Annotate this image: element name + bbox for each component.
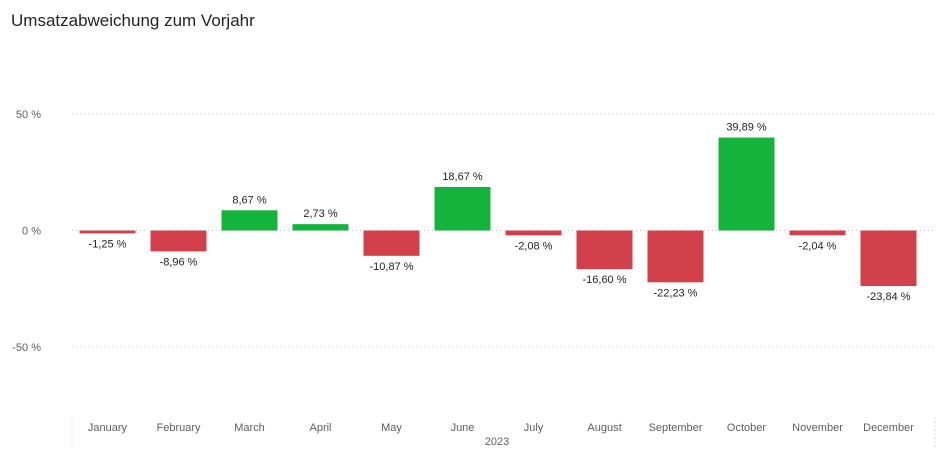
bar-january bbox=[79, 230, 136, 234]
x-tick-label-july: July bbox=[524, 422, 544, 434]
data-label-may: -10,87 % bbox=[369, 261, 413, 273]
data-label-march: 8,67 % bbox=[232, 194, 266, 206]
data-label-august: -16,60 % bbox=[582, 274, 626, 286]
bar-october bbox=[718, 137, 775, 231]
bar-february bbox=[150, 230, 207, 252]
x-tick-label-april: April bbox=[309, 422, 331, 434]
bar-november bbox=[789, 230, 846, 236]
bar-june bbox=[434, 186, 491, 231]
x-tick-label-november: November bbox=[792, 422, 843, 434]
data-label-december: -23,84 % bbox=[866, 291, 910, 303]
data-label-april: 2,73 % bbox=[303, 208, 337, 220]
bar-august bbox=[576, 230, 633, 270]
y-axis: 50 % 0 % -50 % bbox=[12, 109, 41, 354]
bars bbox=[79, 137, 917, 287]
x-tick-label-february: February bbox=[156, 422, 201, 434]
data-label-february: -8,96 % bbox=[160, 256, 198, 268]
x-tick-label-october: October bbox=[727, 422, 766, 434]
data-label-october: 39,89 % bbox=[726, 122, 767, 134]
x-group-label: 2023 bbox=[485, 436, 509, 448]
x-axis: January February March April May June July Augu… bbox=[71, 418, 936, 448]
x-tick-label-december: December bbox=[863, 422, 914, 434]
x-tick-label-june: June bbox=[451, 422, 475, 434]
x-tick-label-march: March bbox=[234, 422, 265, 434]
data-label-january: -1,25 % bbox=[89, 238, 127, 250]
y-tick-label: 50 % bbox=[16, 109, 41, 121]
chart-title: Umsatzabweichung zum Vorjahr bbox=[11, 11, 255, 30]
bar-april bbox=[292, 224, 349, 231]
bar-july bbox=[505, 230, 562, 236]
x-tick-label-september: September bbox=[649, 422, 703, 434]
y-tick-label: -50 % bbox=[12, 342, 41, 354]
bar-may bbox=[363, 230, 420, 256]
x-tick-label-january: January bbox=[88, 422, 128, 434]
data-label-september: -22,23 % bbox=[653, 287, 697, 299]
bar-september bbox=[647, 230, 704, 283]
data-label-june: 18,67 % bbox=[442, 171, 483, 183]
bar-march bbox=[221, 210, 278, 231]
x-tick-label-may: May bbox=[381, 422, 402, 434]
data-labels: -1,25 % -8,96 % 8,67 % 2,73 % -10,87 % 18,67 … bbox=[89, 122, 911, 303]
bar-december bbox=[860, 230, 917, 287]
data-label-november: -2,04 % bbox=[799, 240, 837, 252]
x-tick-label-august: August bbox=[587, 422, 621, 434]
y-tick-label: 0 % bbox=[22, 226, 41, 238]
data-label-july: -2,08 % bbox=[515, 240, 553, 252]
